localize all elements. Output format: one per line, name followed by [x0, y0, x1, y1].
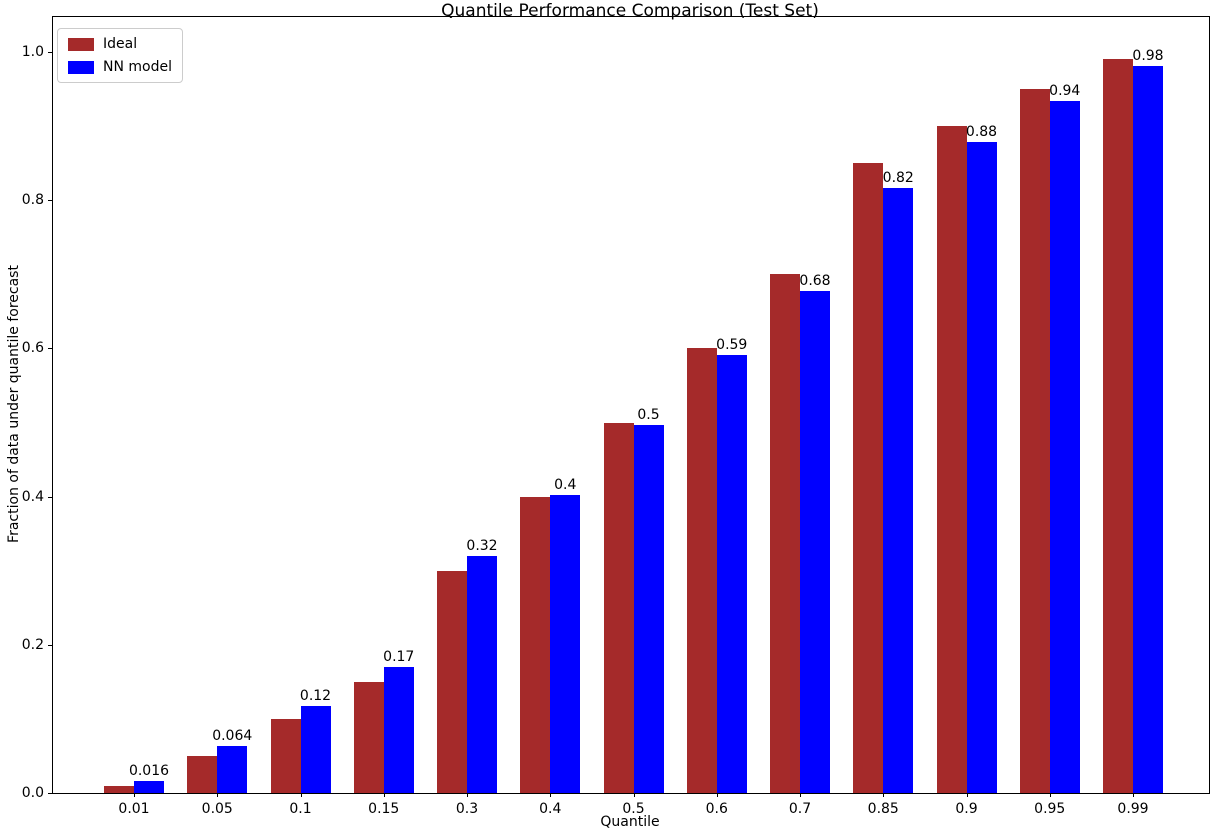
legend-swatch-ideal: [68, 37, 94, 51]
legend-item: Ideal: [68, 36, 172, 52]
x-tick-mark: [467, 793, 468, 797]
nn-model-bar: [633, 424, 664, 793]
ideal-bar: [270, 718, 301, 793]
nn-model-bar: [716, 355, 747, 793]
bar-value-label: 0.064: [212, 727, 253, 744]
y-tick-mark: [48, 793, 52, 794]
nn-model-bar: [383, 667, 414, 793]
bar-value-label: 0.98: [1132, 48, 1164, 65]
x-tick-label: 0.5: [622, 801, 645, 817]
y-tick-label: 0.4: [21, 488, 44, 505]
y-tick-mark: [48, 200, 52, 202]
bar-value-label: 0.12: [299, 688, 332, 705]
x-tick-mark: [383, 793, 385, 797]
legend-label: Ideal: [103, 36, 138, 52]
y-tick-mark: [48, 644, 52, 646]
x-tick-label: 0.1: [289, 801, 312, 817]
bar-value-label: 0.32: [466, 537, 498, 554]
legend: Ideal NN model: [57, 28, 183, 83]
bar-value-label: 0.016: [128, 763, 170, 780]
ideal-bar: [353, 681, 384, 793]
bar-value-label: 0.88: [965, 123, 998, 140]
x-tick-mark: [966, 793, 968, 797]
x-tick-label: 0.7: [788, 801, 812, 817]
x-tick-label: 0.4: [539, 801, 562, 817]
x-tick-mark: [633, 793, 635, 797]
x-axis-label: Quantile: [600, 814, 660, 830]
y-axis-label: Fraction of data under quantile forecast: [6, 265, 22, 543]
legend-item: NN model: [68, 59, 172, 75]
plot-area: 0.016 0.01 0.064 0.05 0.12 0.1 0.17 0.15 0.32 0.3…: [22, 16, 1210, 817]
y-tick-mark: [48, 496, 52, 498]
ideal-bar: [686, 348, 717, 793]
ideal-bar: [770, 274, 800, 793]
ideal-bar: [104, 785, 134, 793]
bar-value-label: 0.17: [383, 649, 415, 666]
x-tick-mark: [550, 793, 552, 797]
bar-value-label: 0.4: [554, 477, 577, 494]
ideal-bar: [936, 126, 967, 793]
x-tick-label: 0.05: [201, 801, 233, 817]
ideal-bar: [1019, 89, 1050, 793]
nn-model-bar: [217, 745, 248, 793]
legend-label: NN model: [103, 59, 172, 75]
ideal-bar: [1103, 59, 1133, 793]
y-tick-mark: [48, 348, 52, 350]
x-tick-mark: [217, 793, 219, 797]
nn-model-bar: [966, 141, 997, 793]
nn-model-bar: [550, 495, 581, 793]
bar-value-label: 0.5: [637, 406, 660, 423]
y-tick-label: 0.6: [21, 340, 44, 357]
x-tick-label: 0.15: [368, 801, 400, 817]
x-tick-label: 0.6: [705, 801, 728, 817]
x-tick-label: 0.9: [955, 801, 978, 817]
x-tick-label: 0.95: [1034, 801, 1066, 817]
nn-model-bar: [467, 555, 497, 793]
x-tick-label: 0.85: [867, 801, 899, 817]
x-tick-mark: [883, 793, 885, 797]
nn-model-bar: [883, 188, 914, 793]
ideal-bar: [187, 755, 218, 793]
nn-model-bar: [800, 291, 830, 793]
x-tick-mark: [716, 793, 718, 797]
nn-model-bar: [300, 706, 331, 793]
x-tick-label: 0.01: [118, 801, 150, 817]
x-tick-mark: [800, 793, 801, 797]
x-tick-label: 0.3: [455, 801, 479, 817]
legend-swatch-nn-model: [68, 60, 94, 74]
bar-value-label: 0.59: [716, 337, 748, 354]
bar-value-label: 0.82: [882, 170, 914, 187]
nn-model-bar: [1133, 66, 1163, 793]
ideal-bar: [603, 422, 634, 793]
x-tick-mark: [1049, 793, 1051, 797]
bar-value-label: 0.94: [1049, 82, 1081, 99]
x-tick-mark: [300, 793, 302, 797]
x-tick-mark: [134, 793, 135, 797]
y-tick-label: 1.0: [21, 44, 44, 60]
x-tick-label: 0.99: [1117, 801, 1149, 817]
x-tick-mark: [1133, 793, 1134, 797]
ideal-bar: [853, 163, 884, 793]
bar-value-label: 0.68: [799, 273, 831, 290]
nn-model-bar: [134, 781, 164, 793]
y-tick-label: 0.2: [21, 636, 44, 653]
nn-model-bar: [1049, 100, 1080, 793]
ideal-bar: [437, 570, 467, 793]
y-tick-mark: [48, 52, 52, 53]
ideal-bar: [520, 496, 551, 793]
y-tick-label: 0.8: [21, 192, 44, 209]
y-tick-label: 0.0: [21, 785, 44, 801]
